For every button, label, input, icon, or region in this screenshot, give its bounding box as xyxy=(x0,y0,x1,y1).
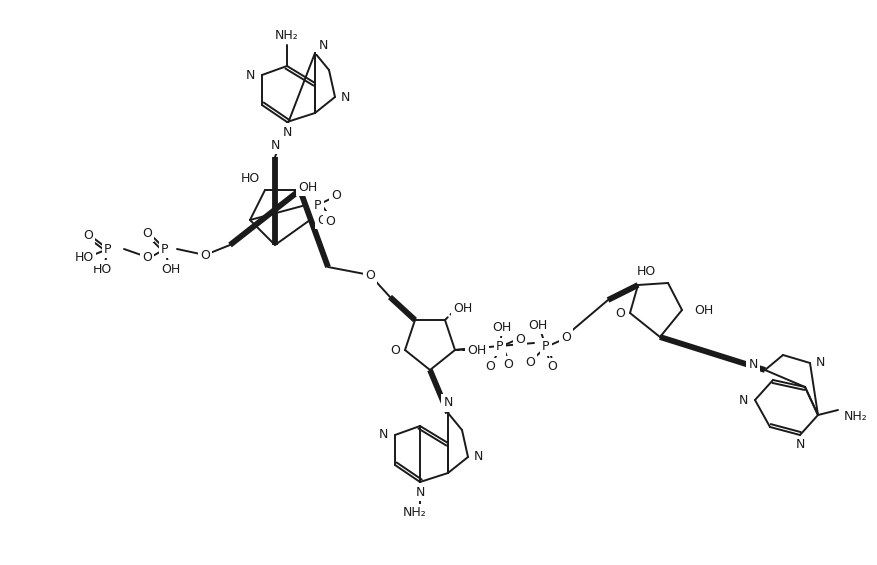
Text: N: N xyxy=(378,428,388,441)
Text: HO: HO xyxy=(636,264,655,277)
Text: HO: HO xyxy=(75,250,94,263)
Text: O: O xyxy=(331,189,340,202)
Text: N: N xyxy=(795,438,804,451)
Text: O: O xyxy=(524,355,534,368)
Text: P: P xyxy=(496,341,503,354)
Text: HO: HO xyxy=(92,263,111,276)
Text: N: N xyxy=(815,357,824,370)
Text: N: N xyxy=(340,90,349,103)
Text: O: O xyxy=(615,306,624,319)
Text: O: O xyxy=(365,268,374,281)
Text: O: O xyxy=(200,249,210,262)
Text: N: N xyxy=(245,68,254,81)
Text: O: O xyxy=(560,331,570,344)
Text: OH: OH xyxy=(492,320,511,333)
Text: O: O xyxy=(317,214,326,227)
Text: N: N xyxy=(270,138,280,151)
Text: O: O xyxy=(546,360,556,373)
Text: N: N xyxy=(738,393,747,406)
Text: O: O xyxy=(142,250,152,263)
Text: O: O xyxy=(142,227,152,240)
Text: OH: OH xyxy=(694,303,713,316)
Text: NH₂: NH₂ xyxy=(843,410,866,423)
Text: N: N xyxy=(747,358,757,371)
Text: N: N xyxy=(318,38,327,51)
Text: O: O xyxy=(503,359,512,372)
Text: OH: OH xyxy=(528,319,547,332)
Text: O: O xyxy=(324,215,334,228)
Text: N: N xyxy=(443,397,453,410)
Text: O: O xyxy=(515,332,524,346)
Text: OH: OH xyxy=(453,302,472,315)
Text: OH: OH xyxy=(467,344,486,357)
Text: O: O xyxy=(83,228,93,241)
Text: OH: OH xyxy=(161,263,181,276)
Text: P: P xyxy=(104,242,111,255)
Text: O: O xyxy=(484,360,495,373)
Text: OH: OH xyxy=(298,180,317,193)
Text: NH₂: NH₂ xyxy=(403,506,426,519)
Text: P: P xyxy=(314,198,321,211)
Text: O: O xyxy=(389,344,400,357)
Text: NH₂: NH₂ xyxy=(275,28,298,41)
Text: N: N xyxy=(282,125,291,138)
Text: N: N xyxy=(473,450,482,463)
Text: P: P xyxy=(542,341,549,354)
Text: P: P xyxy=(161,242,168,255)
Text: HO: HO xyxy=(240,172,260,185)
Text: N: N xyxy=(415,485,424,498)
